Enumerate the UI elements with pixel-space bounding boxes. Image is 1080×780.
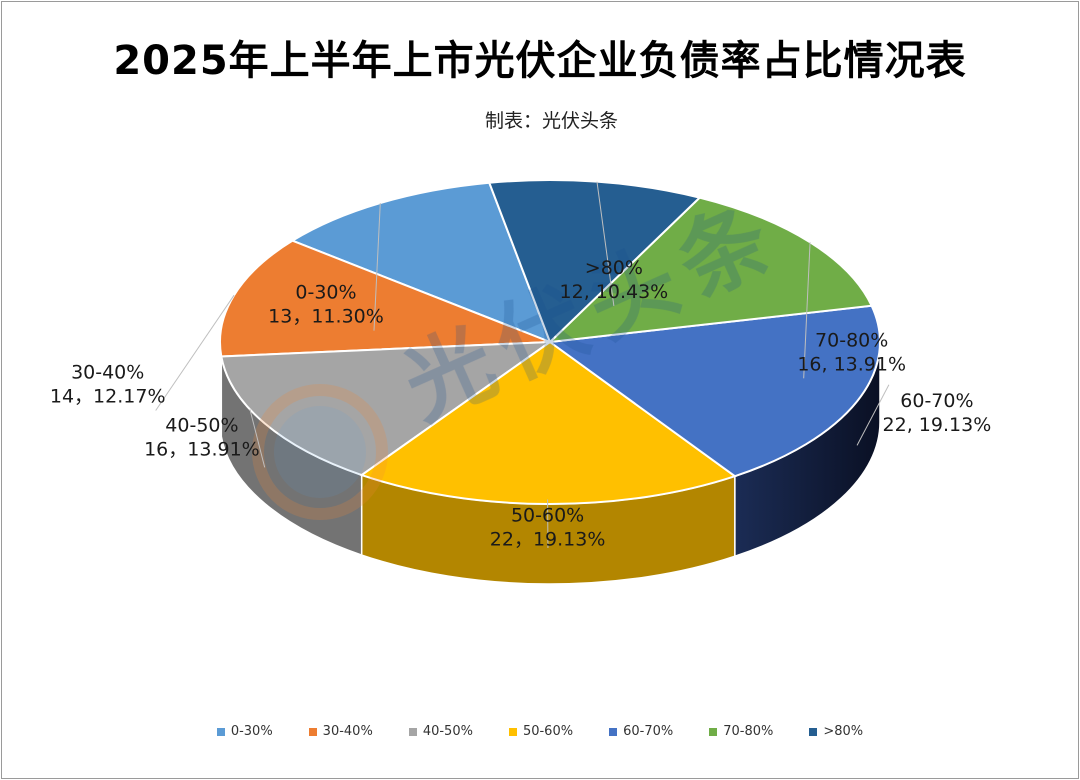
label-leader-lines	[155, 181, 890, 549]
legend-label: 40-50%	[422, 724, 473, 739]
legend-swatch	[308, 727, 317, 736]
data-label-category: 60-70%	[900, 390, 973, 412]
pie-slice-40-50%[interactable]	[220, 340, 554, 477]
data-label-value: 13，11.30%	[268, 306, 384, 328]
watermark-logo-icon	[252, 384, 388, 520]
legend-label: 50-60%	[522, 724, 574, 739]
leader-line-30-40%	[155, 294, 235, 411]
legend-item[interactable]: 50-60%	[508, 724, 574, 739]
data-label-value: 16, 13.91%	[797, 353, 906, 375]
legend-label: 0-30%	[230, 724, 273, 739]
data-label-value: 12, 10.43%	[560, 281, 669, 303]
leader-line-70-80%	[803, 242, 811, 379]
legend-swatch	[809, 727, 818, 736]
data-label-category: >80%	[585, 257, 643, 279]
legend-label: 30-40%	[322, 724, 373, 739]
pie-top-faces	[219, 179, 881, 505]
leader-line->80%	[596, 181, 615, 306]
legend-item[interactable]: 70-80%	[709, 724, 773, 739]
legend-swatch	[408, 727, 417, 736]
leader-line-40-50%	[249, 409, 266, 468]
legend-item[interactable]: 40-50%	[408, 724, 473, 739]
legend-swatch	[609, 727, 618, 736]
data-label-category: 50-60%	[511, 505, 584, 527]
legend: 0-30% 30-40% 40-50% 50-60% 60-70% 70-80% >80%	[2, 724, 1078, 739]
data-label-value: 22, 19.13%	[883, 414, 992, 436]
legend-label: 70-80%	[723, 724, 774, 739]
pie-slice-30-40%[interactable]	[219, 239, 551, 358]
legend-swatch	[216, 727, 225, 736]
data-label-value: 22，19.13%	[490, 529, 606, 551]
pie-slice-70-80%[interactable]	[547, 196, 874, 344]
data-label-category: 0-30%	[295, 282, 356, 304]
data-label-category: 30-40%	[71, 361, 144, 383]
legend-item[interactable]: >80%	[809, 724, 863, 739]
chart-subtitle: 制表：光伏头条	[485, 110, 619, 132]
data-label-value: 16，13.91%	[144, 438, 260, 460]
data-label-category: 70-80%	[815, 329, 888, 351]
leader-line-60-70%	[856, 384, 890, 446]
legend-label: 60-70%	[623, 724, 674, 739]
pie-slice-0-30%[interactable]	[290, 181, 552, 344]
pie-slice-60-70%[interactable]	[547, 304, 881, 478]
leader-line-0-30%	[373, 203, 381, 331]
legend-label: >80%	[823, 724, 864, 739]
data-labels: 0-30%13，11.30% 30-40%14，12.17% 40-50%16，13…	[50, 257, 991, 551]
data-label-value: 14，12.17%	[50, 385, 166, 407]
chart-title: 2025年上半年上市光伏企业负债率占比情况表	[113, 38, 967, 84]
legend-item[interactable]: 60-70%	[609, 724, 673, 739]
data-label-category: 40-50%	[165, 414, 238, 436]
legend-swatch	[508, 727, 517, 736]
legend-item[interactable]: 0-30%	[216, 724, 273, 739]
legend-swatch	[709, 727, 718, 736]
legend-item[interactable]: 30-40%	[308, 724, 373, 739]
